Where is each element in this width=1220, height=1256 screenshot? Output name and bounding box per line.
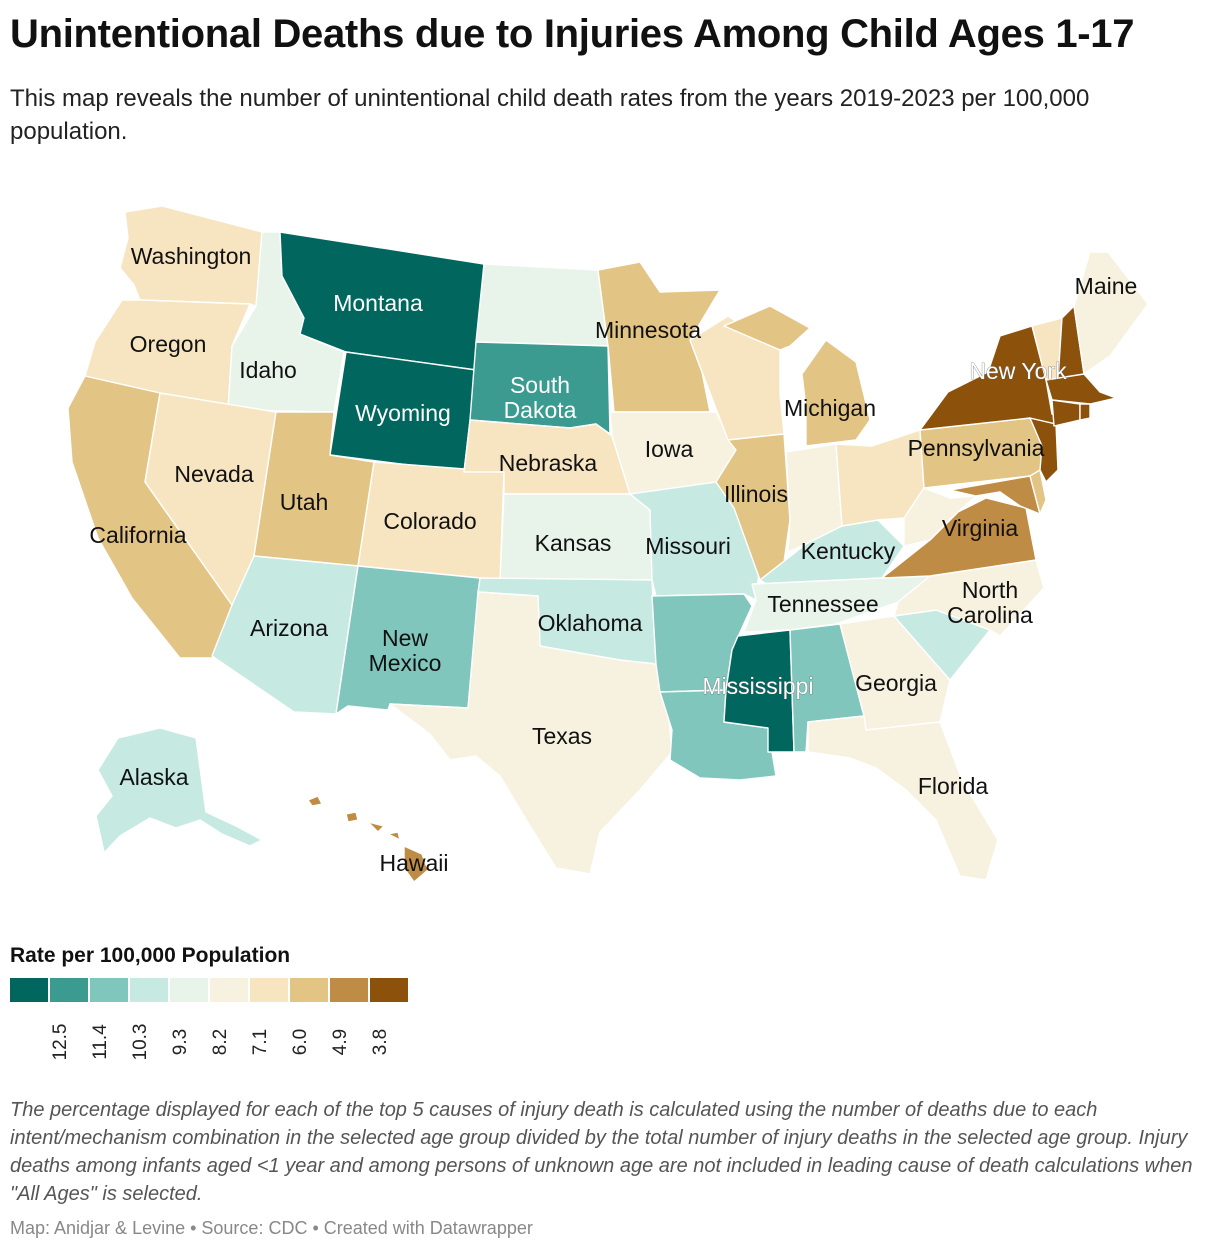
label-PA: Pennsylvania [908,435,1045,461]
state-MI[interactable] [723,305,871,447]
label-TX: Texas [532,723,592,749]
label-MO: Missouri [645,533,731,559]
label-SD-1: South Dakota [504,372,577,423]
label-TN: Tennessee [767,591,878,617]
label-MI: Michigan [784,395,876,421]
legend-color-scale [10,978,410,1002]
map-subtitle: This map reveals the number of unintenti… [10,85,1090,145]
legend-tick: 8.2 [210,1028,231,1056]
state-labels: Washington Oregon Idaho Montana Maine Mi… [89,243,1137,876]
map-title: Unintentional Deaths due to Injuries Amo… [10,12,1135,56]
state-DE[interactable] [1029,469,1047,515]
legend-swatch [130,978,168,1002]
label-ID: Idaho [239,357,297,383]
legend-swatch [50,978,88,1002]
label-CO: Colorado [383,508,476,534]
label-IL: Illinois [724,481,788,507]
label-NV: Nevada [174,461,253,487]
label-ME: Maine [1075,273,1138,299]
label-OK: Oklahoma [538,610,643,636]
us-choropleth-map: Washington Oregon Idaho Montana Maine Mi… [67,205,1149,883]
state-FL[interactable] [807,715,999,881]
legend-swatch [210,978,248,1002]
legend-tick: 6.0 [290,1028,311,1056]
state-AK[interactable] [79,727,263,879]
label-WA: Washington [131,243,252,269]
label-NM-1: New Mexico [369,625,442,676]
legend-swatch [10,978,48,1002]
label-GA: Georgia [855,670,937,696]
label-KS: Kansas [535,530,612,556]
label-KY: Kentucky [801,538,896,564]
label-OR: Oregon [130,331,207,357]
legend-tick: 3.8 [370,1028,391,1056]
legend-swatch [290,978,328,1002]
legend-tick: 9.3 [170,1028,191,1056]
legend-title: Rate per 100,000 Population [10,944,291,967]
legend-tick-labels: 12.5 11.4 10.3 9.3 8.2 7.1 6.0 4.9 3.8 [10,1006,410,1061]
label-NY: New York [969,358,1067,384]
label-VA: Virginia [942,515,1018,541]
label-MT: Montana [333,290,423,316]
legend-tick: 7.1 [250,1028,271,1056]
label-MS: Mississippi [702,673,813,699]
state-WV[interactable] [903,487,977,547]
legend-swatch [250,978,288,1002]
label-UT: Utah [280,489,329,515]
legend-swatch [330,978,368,1002]
legend-swatch [90,978,128,1002]
methodology-note: The percentage displayed for each of the… [10,1099,1193,1205]
label-MN: Minnesota [595,317,701,343]
label-CA: California [89,522,186,548]
legend-tick: 12.5 [50,1023,71,1061]
legend-tick: 11.4 [90,1024,111,1060]
state-ME[interactable] [1073,251,1149,375]
label-HI: Hawaii [379,850,448,876]
legend-tick: 4.9 [330,1028,351,1056]
legend-swatch [170,978,208,1002]
label-AZ: Arizona [250,615,328,641]
label-IA: Iowa [645,436,694,462]
state-HI[interactable] [307,795,429,883]
label-WY: Wyoming [355,400,451,426]
state-ND[interactable] [475,263,609,347]
legend-tick: 10.3 [130,1023,151,1061]
state-RI[interactable] [1079,403,1091,421]
state-TX[interactable] [389,591,673,875]
legend-swatch [370,978,408,1002]
label-FL: Florida [918,773,989,799]
label-NC-1: North Carolina [947,577,1033,628]
label-NE: Nebraska [499,450,598,476]
label-AK: Alaska [119,764,188,790]
credits-footer: Map: Anidjar & Levine • Source: CDC • Cr… [10,1218,533,1238]
state-CT[interactable] [1051,399,1081,427]
